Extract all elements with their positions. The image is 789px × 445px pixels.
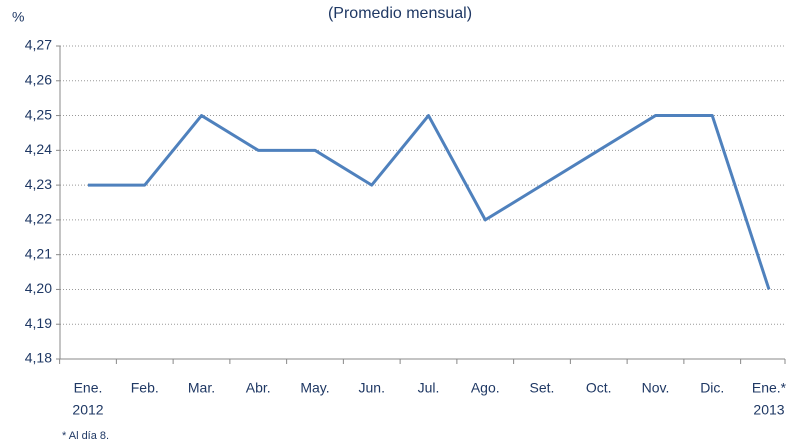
x-tick-label: Feb.	[131, 380, 159, 396]
y-tick-label: 4,24	[25, 141, 52, 157]
x-tick-label: Dic.	[700, 380, 724, 396]
x-year-label: 2013	[753, 402, 784, 418]
x-tick-label: Ene.*	[752, 380, 787, 396]
x-tick-label: Jun.	[359, 380, 385, 396]
y-tick-label: 4,27	[25, 37, 52, 53]
data-line	[88, 114, 771, 290]
chart-title: (Promedio mensual)	[328, 5, 472, 22]
y-tick-label: 4,25	[25, 106, 52, 122]
y-tick-label: 4,20	[25, 280, 52, 296]
x-tick-label: Oct.	[586, 380, 612, 396]
x-tick-label: Set.	[530, 380, 555, 396]
x-tick-label: May.	[300, 380, 329, 396]
y-tick-label: 4,26	[25, 71, 52, 87]
y-tick-label: 4,21	[25, 245, 52, 261]
y-tick-label: 4,22	[25, 211, 52, 227]
x-tick-label: Ago.	[471, 380, 500, 396]
footnote: * Al día 8.	[62, 430, 109, 442]
y-tick-label: 4,19	[25, 315, 52, 331]
x-tick-label: Abr.	[246, 380, 271, 396]
y-tick-label: 4,18	[25, 350, 52, 366]
x-tick-label: Ene.	[74, 380, 103, 396]
x-tick-label: Nov.	[642, 380, 670, 396]
y-tick-label: 4,23	[25, 176, 52, 192]
x-year-label: 2012	[72, 402, 103, 418]
x-tick-label: Jul.	[418, 380, 440, 396]
x-tick-label: Mar.	[188, 380, 215, 396]
y-axis-label: %	[12, 9, 24, 25]
